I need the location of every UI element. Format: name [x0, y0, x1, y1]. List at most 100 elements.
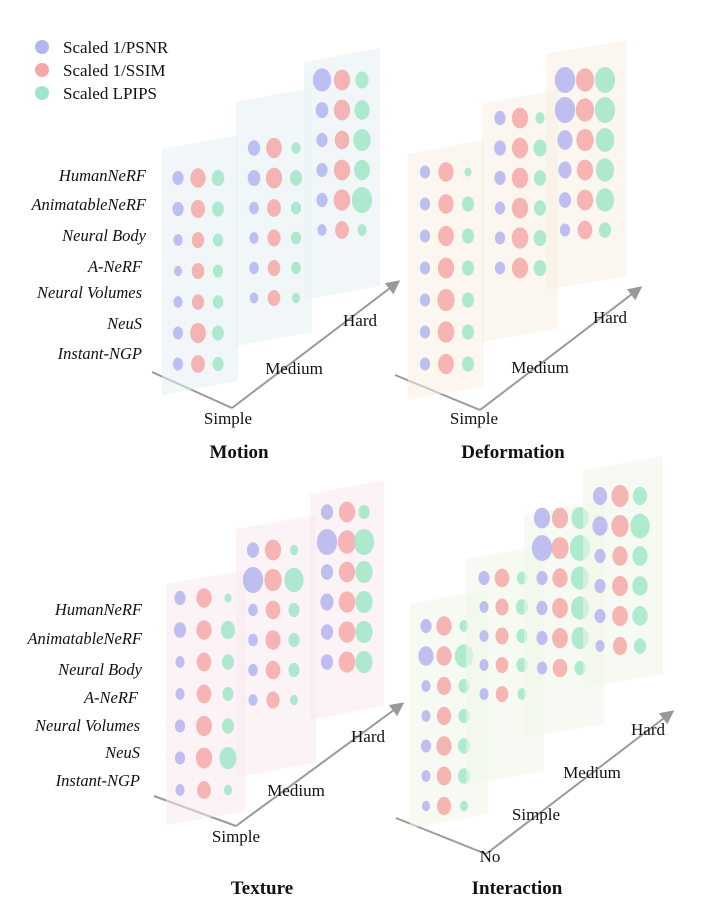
- bubble-ssim: [267, 289, 281, 307]
- bubble-psnr: [172, 326, 184, 340]
- bubble-psnr: [421, 680, 431, 692]
- legend: Scaled 1/PSNR Scaled 1/SSIM Scaled LPIPS: [35, 38, 169, 103]
- panel-texture: Simple Medium Hard: [153, 480, 405, 846]
- bubble-ssim: [191, 231, 205, 249]
- level-label-simple: Simple: [212, 827, 260, 846]
- bubble-psnr: [249, 292, 259, 304]
- bubble-psnr: [173, 265, 183, 277]
- bubble-lpips: [211, 169, 225, 187]
- bubble-psnr: [494, 110, 506, 126]
- bubble-lpips: [594, 97, 616, 123]
- bubble-ssim: [333, 159, 351, 181]
- bubble-ssim: [552, 597, 568, 619]
- bubble-psnr: [315, 101, 329, 119]
- bubble-lpips: [212, 356, 224, 372]
- bubble-ssim: [511, 107, 529, 129]
- bubble-ssim: [265, 167, 283, 189]
- panel-interaction: No Simple Medium Hard: [395, 456, 675, 866]
- bubble-psnr: [554, 67, 576, 93]
- bubble-psnr: [316, 192, 328, 208]
- level-label-medium: Medium: [265, 359, 323, 378]
- bubble-psnr: [531, 535, 553, 561]
- bubble-psnr: [418, 646, 434, 666]
- bubble-psnr: [420, 739, 432, 753]
- bubble-ssim: [333, 99, 351, 121]
- bubble-psnr: [174, 719, 186, 733]
- bubble-psnr: [320, 654, 334, 670]
- bubble-ssim: [196, 652, 212, 672]
- level-label-hard: Hard: [343, 311, 377, 330]
- axis-arrow: [485, 710, 675, 855]
- bubble-ssim: [438, 225, 454, 247]
- bubble-psnr: [479, 601, 489, 613]
- bubble-lpips: [288, 662, 300, 678]
- bubble-lpips: [595, 188, 615, 212]
- bubble-ssim: [333, 69, 351, 91]
- bubble-ssim: [338, 561, 356, 583]
- bubble-psnr: [248, 633, 258, 647]
- panel-deformation: Simple Medium Hard: [394, 40, 643, 428]
- bubble-ssim: [334, 130, 350, 150]
- bubble-psnr: [559, 223, 571, 237]
- bubble-ssim: [338, 621, 356, 643]
- bubble-psnr: [594, 578, 606, 594]
- bubble-psnr: [419, 325, 431, 339]
- level-label-medium: Medium: [511, 358, 569, 377]
- bubble-psnr: [175, 656, 185, 668]
- bubble-psnr: [320, 593, 334, 611]
- bubble-ssim: [197, 781, 211, 799]
- bubble-lpips: [357, 224, 367, 236]
- bubble-ssim: [338, 501, 356, 523]
- bubble-psnr: [494, 261, 506, 275]
- bubble-ssim: [191, 355, 205, 373]
- level-panel: [236, 88, 312, 346]
- level-label-no: No: [480, 847, 501, 866]
- level-label-medium: Medium: [563, 763, 621, 782]
- bubble-psnr: [172, 201, 184, 217]
- bubble-lpips: [290, 201, 302, 215]
- bubble-ssim: [438, 162, 454, 182]
- legend-swatch-lpips: [35, 86, 49, 100]
- method-label: A-NeRF: [83, 688, 139, 707]
- bubble-lpips: [358, 504, 370, 520]
- bubble-lpips: [220, 620, 236, 640]
- bubble-psnr: [419, 293, 431, 307]
- level-label-simple: Simple: [450, 409, 498, 428]
- bubble-ssim: [495, 627, 509, 645]
- bubble-lpips: [224, 593, 232, 603]
- legend-item-lpips: Scaled LPIPS: [35, 84, 157, 103]
- bubble-psnr: [173, 622, 187, 638]
- level-label-hard: Hard: [593, 308, 627, 327]
- bubble-lpips: [212, 295, 224, 309]
- bubble-lpips: [212, 233, 224, 247]
- bubble-ssim: [196, 684, 212, 704]
- bubble-lpips: [355, 650, 373, 674]
- bubble-lpips: [464, 167, 472, 177]
- bubble-psnr: [175, 688, 185, 700]
- bubble-ssim: [436, 646, 452, 666]
- bubble-lpips: [355, 620, 373, 644]
- method-label: Neural Volumes: [36, 283, 142, 302]
- method-label: NeuS: [104, 743, 140, 762]
- bubble-psnr: [175, 784, 185, 796]
- bubble-lpips: [533, 139, 547, 157]
- panel-title-interaction: Interaction: [472, 878, 563, 899]
- bubble-psnr: [172, 357, 184, 371]
- bubble-lpips: [594, 67, 616, 93]
- bubble-lpips: [461, 228, 475, 244]
- bubble-lpips: [533, 170, 547, 186]
- bubble-lpips: [353, 128, 371, 152]
- bubble-ssim: [552, 658, 568, 678]
- bubble-psnr: [557, 130, 573, 150]
- bubble-ssim: [196, 715, 212, 737]
- bubble-ssim: [612, 605, 628, 627]
- panel-title-motion: Motion: [209, 442, 269, 463]
- legend-swatch-psnr: [35, 40, 49, 54]
- bubble-ssim: [551, 507, 569, 529]
- bubble-ssim: [191, 294, 205, 310]
- bubble-ssim: [436, 616, 452, 636]
- method-label: HumanNeRF: [54, 600, 143, 619]
- bubble-ssim: [575, 98, 595, 122]
- bubble-psnr: [246, 542, 260, 558]
- bubble-ssim: [195, 747, 213, 769]
